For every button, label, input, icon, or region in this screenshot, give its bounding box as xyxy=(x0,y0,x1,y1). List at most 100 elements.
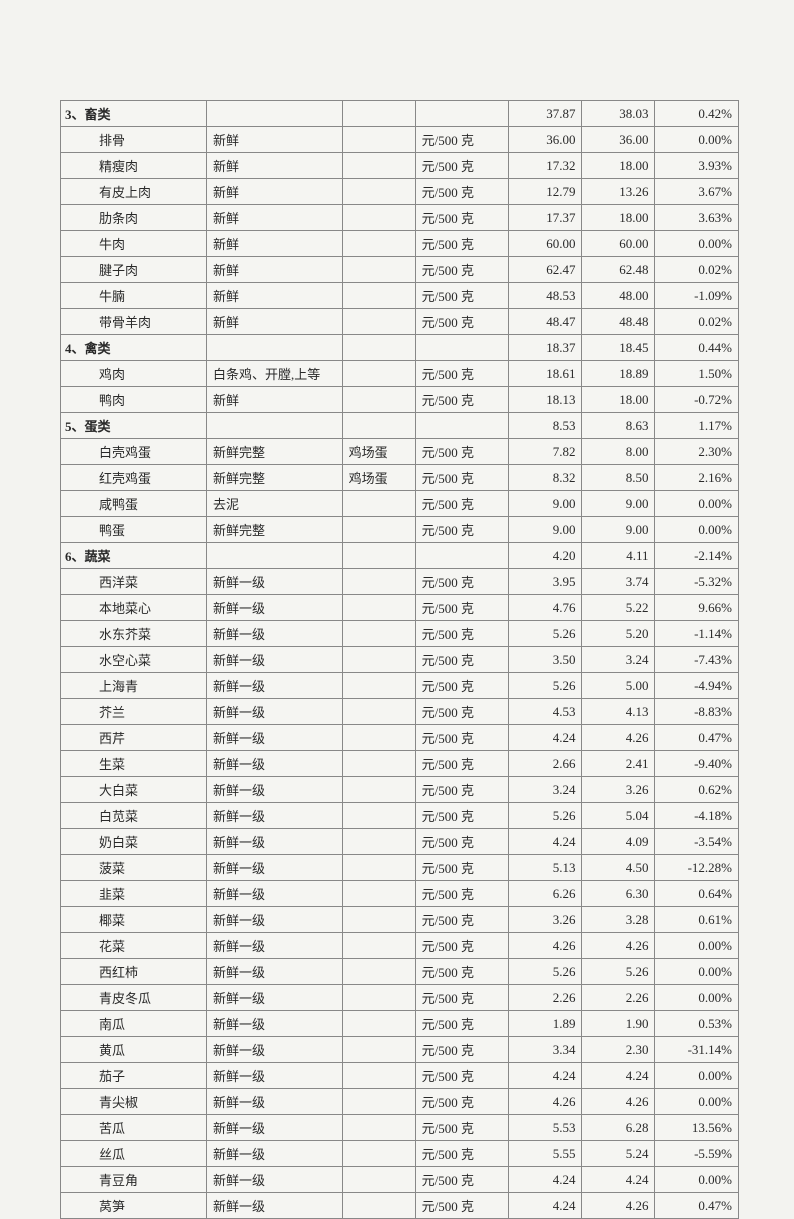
pct-cell: -3.54% xyxy=(655,829,739,855)
unit-cell xyxy=(415,101,509,127)
price1-cell: 17.37 xyxy=(509,205,582,231)
table-row: 南瓜新鲜一级元/500 克1.891.900.53% xyxy=(61,1011,739,1037)
price2-cell: 3.74 xyxy=(582,569,655,595)
category-cell: 5、蛋类 xyxy=(61,413,207,439)
price2-cell: 5.04 xyxy=(582,803,655,829)
pct-cell: 0.47% xyxy=(655,1193,739,1219)
price1-cell: 5.26 xyxy=(509,673,582,699)
unit-cell: 元/500 克 xyxy=(415,309,509,335)
spec-cell: 新鲜一级 xyxy=(207,1063,343,1089)
item-name-cell: 西红柿 xyxy=(61,959,207,985)
unit-cell xyxy=(415,335,509,361)
item-name-cell: 青豆角 xyxy=(61,1167,207,1193)
spec-cell: 新鲜完整 xyxy=(207,465,343,491)
unit-cell: 元/500 克 xyxy=(415,1193,509,1219)
note-cell xyxy=(342,517,415,543)
price1-cell: 6.26 xyxy=(509,881,582,907)
price1-cell: 18.13 xyxy=(509,387,582,413)
note-cell xyxy=(342,153,415,179)
item-name-cell: 芥兰 xyxy=(61,699,207,725)
table-row: 白苋菜新鲜一级元/500 克5.265.04-4.18% xyxy=(61,803,739,829)
pct-cell: 3.63% xyxy=(655,205,739,231)
spec-cell: 新鲜完整 xyxy=(207,439,343,465)
item-name-cell: 青皮冬瓜 xyxy=(61,985,207,1011)
item-name-cell: 咸鸭蛋 xyxy=(61,491,207,517)
category-cell: 6、蔬菜 xyxy=(61,543,207,569)
price1-cell: 4.26 xyxy=(509,933,582,959)
unit-cell: 元/500 克 xyxy=(415,1063,509,1089)
pct-cell: 0.00% xyxy=(655,1089,739,1115)
price2-cell: 6.30 xyxy=(582,881,655,907)
spec-cell: 新鲜一级 xyxy=(207,751,343,777)
unit-cell: 元/500 克 xyxy=(415,777,509,803)
price2-cell: 18.45 xyxy=(582,335,655,361)
unit-cell: 元/500 克 xyxy=(415,881,509,907)
table-row: 茄子新鲜一级元/500 克4.244.240.00% xyxy=(61,1063,739,1089)
unit-cell: 元/500 克 xyxy=(415,1011,509,1037)
price2-cell: 9.00 xyxy=(582,517,655,543)
table-row: 芥兰新鲜一级元/500 克4.534.13-8.83% xyxy=(61,699,739,725)
note-cell xyxy=(342,309,415,335)
price1-cell: 18.37 xyxy=(509,335,582,361)
item-name-cell: 排骨 xyxy=(61,127,207,153)
price1-cell: 3.24 xyxy=(509,777,582,803)
table-row: 青豆角新鲜一级元/500 克4.244.240.00% xyxy=(61,1167,739,1193)
spec-cell: 新鲜一级 xyxy=(207,621,343,647)
price1-cell: 9.00 xyxy=(509,517,582,543)
price1-cell: 48.53 xyxy=(509,283,582,309)
note-cell xyxy=(342,283,415,309)
table-row: 上海青新鲜一级元/500 克5.265.00-4.94% xyxy=(61,673,739,699)
note-cell xyxy=(342,1063,415,1089)
note-cell xyxy=(342,101,415,127)
table-row: 水东芥菜新鲜一级元/500 克5.265.20-1.14% xyxy=(61,621,739,647)
pct-cell: 0.53% xyxy=(655,1011,739,1037)
spec-cell: 新鲜一级 xyxy=(207,959,343,985)
pct-cell: 0.00% xyxy=(655,517,739,543)
table-row: 生菜新鲜一级元/500 克2.662.41-9.40% xyxy=(61,751,739,777)
spec-cell: 新鲜一级 xyxy=(207,933,343,959)
unit-cell: 元/500 克 xyxy=(415,491,509,517)
table-row: 腱子肉新鲜元/500 克62.4762.480.02% xyxy=(61,257,739,283)
unit-cell: 元/500 克 xyxy=(415,153,509,179)
unit-cell: 元/500 克 xyxy=(415,231,509,257)
unit-cell: 元/500 克 xyxy=(415,803,509,829)
note-cell xyxy=(342,127,415,153)
unit-cell: 元/500 克 xyxy=(415,127,509,153)
pct-cell: 2.30% xyxy=(655,439,739,465)
price1-cell: 5.26 xyxy=(509,803,582,829)
note-cell xyxy=(342,1089,415,1115)
spec-cell: 去泥 xyxy=(207,491,343,517)
price1-cell: 48.47 xyxy=(509,309,582,335)
item-name-cell: 白壳鸡蛋 xyxy=(61,439,207,465)
pct-cell: 0.00% xyxy=(655,231,739,257)
pct-cell: 0.00% xyxy=(655,959,739,985)
pct-cell: -1.14% xyxy=(655,621,739,647)
price2-cell: 5.00 xyxy=(582,673,655,699)
item-name-cell: 带骨羊肉 xyxy=(61,309,207,335)
price1-cell: 62.47 xyxy=(509,257,582,283)
note-cell: 鸡场蛋 xyxy=(342,465,415,491)
pct-cell: -8.83% xyxy=(655,699,739,725)
item-name-cell: 奶白菜 xyxy=(61,829,207,855)
unit-cell: 元/500 克 xyxy=(415,465,509,491)
spec-cell: 新鲜一级 xyxy=(207,829,343,855)
note-cell xyxy=(342,205,415,231)
spec-cell: 新鲜一级 xyxy=(207,673,343,699)
price2-cell: 2.26 xyxy=(582,985,655,1011)
table-row: 4、禽类18.3718.450.44% xyxy=(61,335,739,361)
note-cell xyxy=(342,361,415,387)
price2-cell: 5.20 xyxy=(582,621,655,647)
price1-cell: 5.13 xyxy=(509,855,582,881)
note-cell xyxy=(342,491,415,517)
spec-cell: 新鲜 xyxy=(207,257,343,283)
table-row: 西洋菜新鲜一级元/500 克3.953.74-5.32% xyxy=(61,569,739,595)
note-cell xyxy=(342,959,415,985)
unit-cell: 元/500 克 xyxy=(415,1089,509,1115)
price2-cell: 36.00 xyxy=(582,127,655,153)
price2-cell: 4.26 xyxy=(582,1089,655,1115)
unit-cell: 元/500 克 xyxy=(415,907,509,933)
table-row: 西红柿新鲜一级元/500 克5.265.260.00% xyxy=(61,959,739,985)
price1-cell: 4.24 xyxy=(509,1167,582,1193)
item-name-cell: 水空心菜 xyxy=(61,647,207,673)
table-row: 肋条肉新鲜元/500 克17.3718.003.63% xyxy=(61,205,739,231)
